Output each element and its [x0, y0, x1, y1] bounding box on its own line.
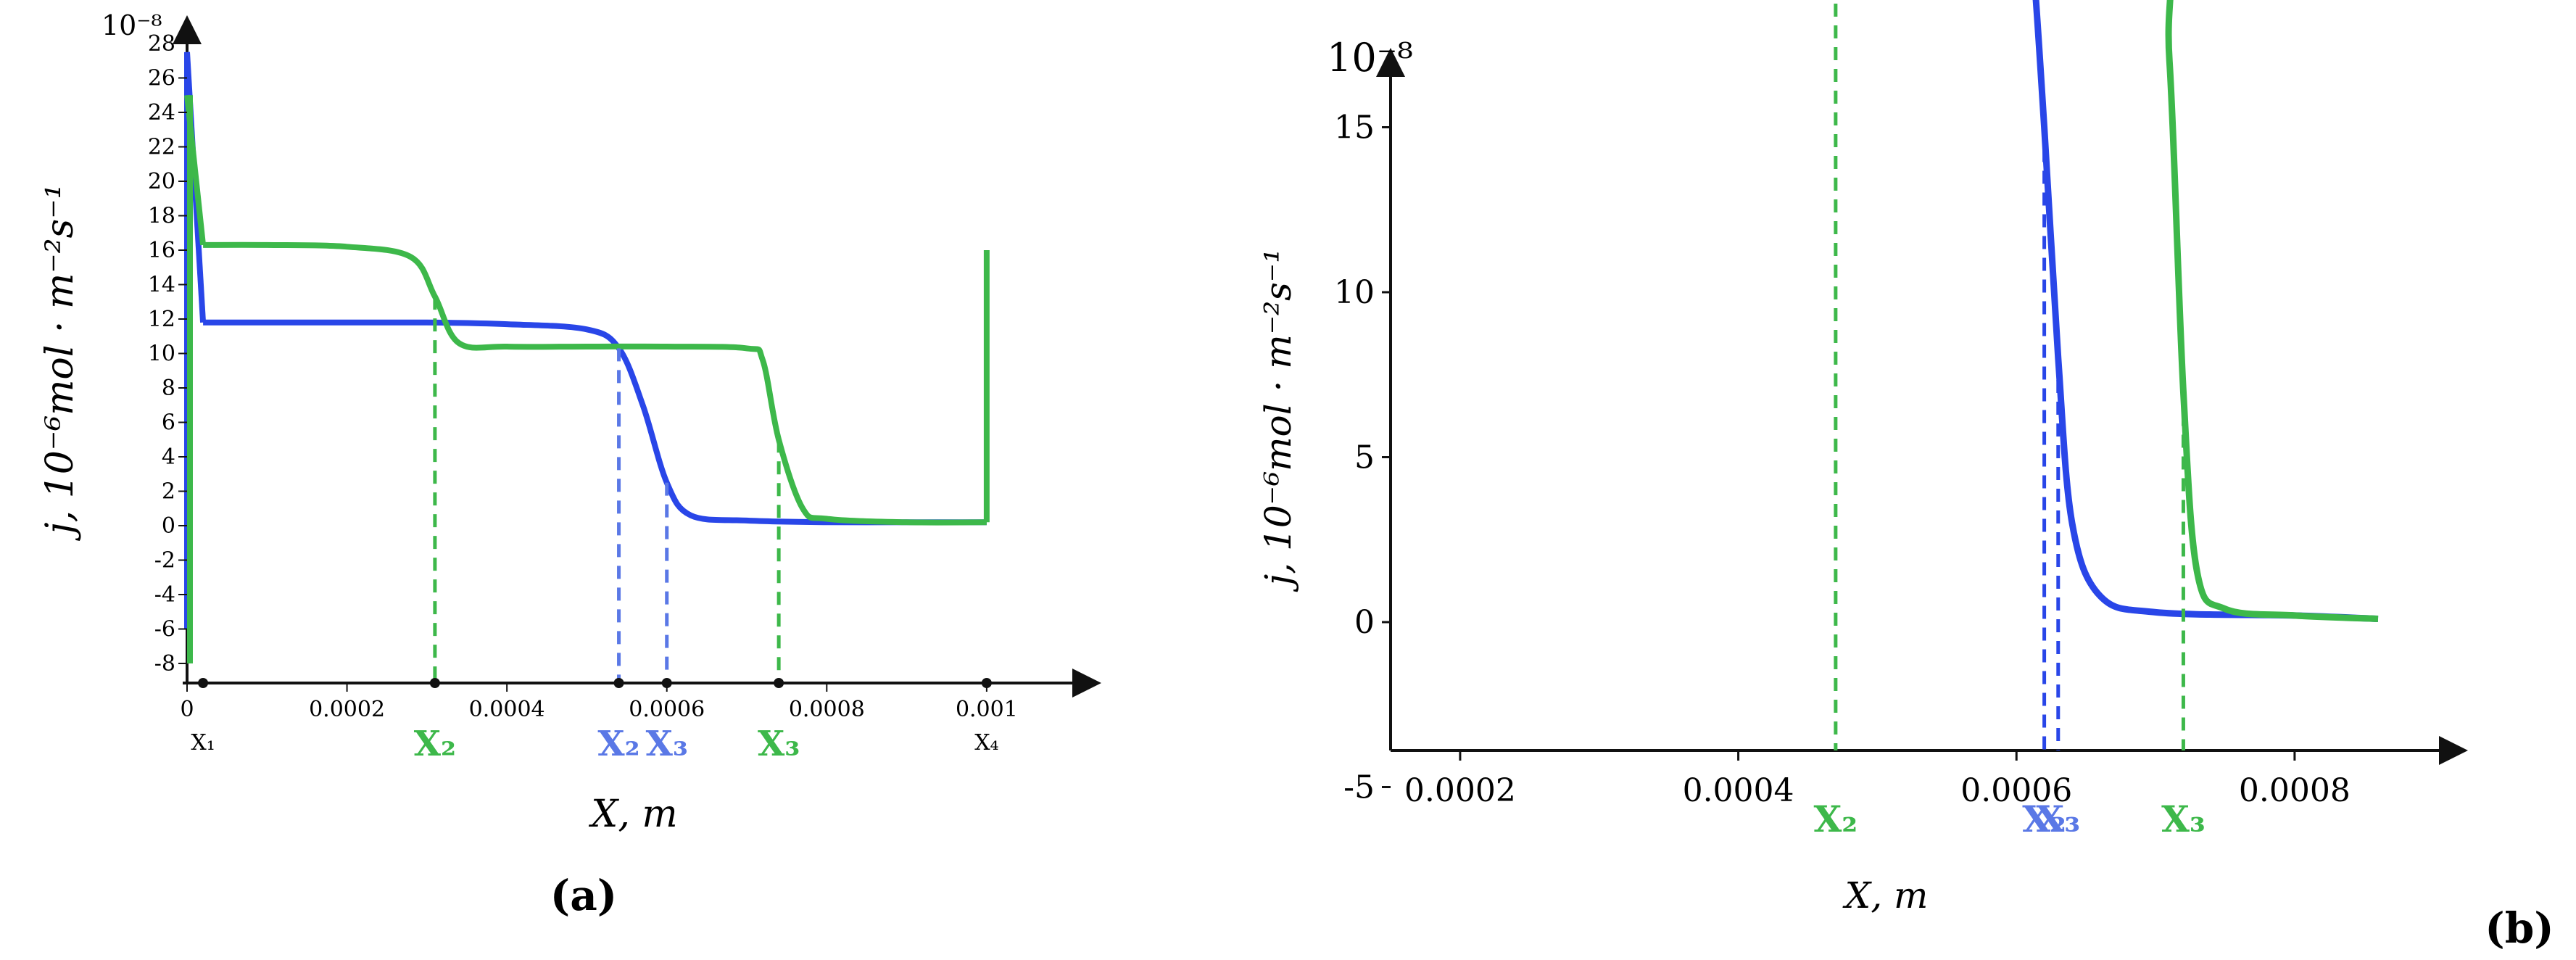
- panel-a-y-tick-label: 22: [148, 135, 175, 160]
- panel-a-y-tick-label: 4: [162, 444, 175, 470]
- panel-b-y-tick-label: 0: [1354, 604, 1375, 641]
- panel-b-y-axis-title: j, 10⁻⁶mol · m⁻²s⁻¹: [1257, 249, 1299, 592]
- panel-a-y-tick-label: 12: [148, 307, 175, 332]
- panel-a-marker-dot: [774, 678, 784, 688]
- panel-a-marker-label-blue: X₂: [597, 724, 639, 764]
- panel-b-marker-label-blue: X₃: [2036, 798, 2080, 840]
- panel-a-y-tick-label: 6: [162, 410, 175, 436]
- panel-a-x-tick-label: 0.0006: [629, 697, 705, 722]
- panel-b-axes: [1376, 48, 2468, 765]
- panel-a-series-green: [203, 241, 987, 526]
- panel-a-y-tick-label: 24: [148, 100, 175, 125]
- panel-b-marker-label-green: X₂: [1814, 798, 1858, 840]
- panel-a-series: [184, 51, 990, 663]
- panel-a-y-tick-label: 28: [148, 31, 175, 57]
- panel-a-y-tick-label: 8: [162, 376, 175, 401]
- panel-a-marker-dot: [429, 678, 440, 688]
- panel-a-y-tick-label: 18: [148, 204, 175, 229]
- panel-a-marker-label-green: X₂: [414, 724, 456, 764]
- panel-a-axes: [173, 15, 1101, 698]
- panel-a-y-tick-label: 20: [148, 169, 175, 194]
- panel-a-y-axis-title: j, 10⁻⁶mol · m⁻²s⁻¹: [38, 183, 82, 541]
- panel-a-y-tick-label: 14: [148, 273, 175, 298]
- panel-a-x-tick-label: 0.0008: [789, 697, 865, 722]
- panel-b-series-blue: [2032, 0, 2379, 622]
- panel-a-series-green-join: [184, 94, 207, 246]
- panel-a-series-blue: [203, 319, 987, 526]
- panel-a-boundary-label: X₁: [191, 730, 215, 756]
- panel-a-y-tick-label: 16: [148, 238, 175, 263]
- panel-b-y-tick-label: 10: [1334, 274, 1375, 311]
- panel-a-marker-dot: [661, 678, 672, 688]
- panel-a-label: (a): [550, 871, 617, 920]
- panel-a-marker-dot: [613, 678, 624, 688]
- panel-b-label: (b): [2485, 903, 2554, 953]
- panel-b-x-tick-label: 0.0004: [1683, 772, 1794, 809]
- panel-b-series-green: [2165, 0, 2379, 622]
- panel-a-marker-label-blue: X₃: [646, 724, 688, 764]
- panel-a-x-tick-label: 0.0002: [309, 697, 385, 722]
- panel-a-x-axis-title: X, m: [588, 793, 677, 836]
- panel-a-boundary-dot: [198, 678, 209, 688]
- panel-a-x-tick-label: 0.0004: [469, 697, 545, 722]
- panel-b-x-tick-label: 0.0008: [2239, 772, 2351, 809]
- panel-a-y-tick-label: 26: [148, 66, 175, 91]
- panel-a-boundary-label: X₄: [974, 730, 998, 756]
- panel-b-marker-label-green: X₃: [2161, 798, 2206, 840]
- panel-a-markers: X₂ X₂ X₃ X₃: [414, 297, 800, 764]
- panel-a-marker-label-green: X₃: [758, 724, 800, 764]
- panel-b-x-tick-label: 0.0002: [1404, 772, 1516, 809]
- panel-a-y-tick-label: -6: [154, 617, 175, 642]
- panel-a-x-tick-label: 0.001: [956, 697, 1018, 722]
- panel-b-x-axis-title: X, m: [1842, 874, 1929, 916]
- panel-a-y-tick-label: 2: [162, 479, 175, 505]
- panel-b-scale-note: 10⁻⁸: [1327, 35, 1413, 80]
- panel-b-marker-label-blue: X₂: [2022, 798, 2066, 840]
- panel-a-y-tick-label: -2: [154, 548, 175, 574]
- panel-a-scale-note: 10⁻⁸: [102, 9, 162, 41]
- panel-a-boundary-dot: [981, 678, 992, 688]
- panel-a-x-tick-label: 0: [180, 697, 194, 722]
- panel-b-series: [2032, 0, 2379, 622]
- panel-b-x-tick-label: 0.0006: [1960, 772, 2072, 809]
- panel-b-y-tick-label: 15: [1334, 109, 1375, 146]
- panel-a-y-tick-label: 10: [148, 342, 175, 367]
- panel-a-y-tick-label: 0: [162, 513, 175, 539]
- panel-a-y-tick-label: -4: [154, 582, 175, 608]
- panel-b-y-tick-label: -5: [1343, 769, 1375, 806]
- panel-a-y-tick-label: -8: [154, 651, 175, 676]
- panel-b-y-tick-label: 5: [1354, 439, 1375, 476]
